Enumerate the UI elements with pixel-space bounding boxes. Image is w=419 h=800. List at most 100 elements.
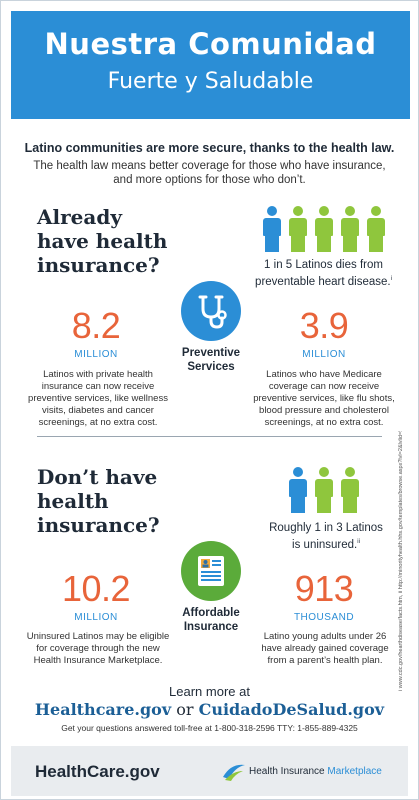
insured-stat-caption-line-1: 1 in 5 Latinos dies from — [264, 259, 383, 271]
person-icon-body — [341, 479, 359, 497]
person-icon — [367, 206, 385, 252]
insured-heading-line-2: have health — [37, 229, 168, 253]
phone-numbers: Get your questions answered toll-free at… — [61, 723, 358, 733]
footer-logos: HealthCare.gov Health Insurance Marketpl… — [11, 746, 408, 796]
person-icon-leg1 — [291, 235, 298, 252]
intro-text: The health law means better coverage for… — [25, 159, 394, 187]
person-icon — [341, 206, 359, 252]
person-icon-head — [345, 467, 355, 477]
uninsured-left-unit: MILLION — [74, 612, 118, 623]
marketplace-logo-text-b: Marketplace — [327, 766, 382, 777]
insured-right-desc-line-2: coverage can now receive — [268, 381, 380, 392]
person-icon-body — [315, 479, 333, 497]
person-icon-leg1 — [317, 496, 324, 513]
person-icon-leg2 — [376, 235, 383, 252]
insured-left-description: Latinos with private health insurance ca… — [23, 369, 173, 429]
person-icon — [315, 206, 333, 252]
page-subtitle: Fuerte y Saludable — [107, 69, 314, 94]
insured-right-description: Latinos who have Medicare coverage can n… — [247, 369, 401, 429]
person-icon-body — [367, 218, 385, 236]
preventive-services-label-line-2: Services — [187, 361, 235, 373]
logo-care-text: Care — [86, 762, 125, 781]
affordable-insurance-badge — [181, 541, 241, 601]
section-divider — [37, 436, 382, 437]
intro-line-2: and more options for those who don’t. — [113, 174, 306, 186]
title-banner: Nuestra Comunidad Fuerte y Saludable — [11, 11, 410, 119]
uninsured-left-number: 10.2 — [61, 568, 131, 609]
person-icon — [263, 206, 281, 252]
person-icon-leg1 — [343, 496, 350, 513]
preventive-services-badge — [181, 281, 241, 341]
intro-line-1: The health law means better coverage for… — [33, 160, 386, 172]
person-icon-head — [293, 467, 303, 477]
person-icon-head — [319, 206, 329, 216]
insured-left-desc-line-4: visits, diabetes and cancer — [42, 405, 154, 416]
uninsured-heading-line-2: health — [37, 489, 109, 513]
person-icon-leg1 — [265, 235, 272, 252]
logo-gov-text: .gov — [124, 762, 160, 781]
person-icon-body — [263, 218, 281, 236]
affordable-insurance-label-line-1: Affordable — [182, 607, 240, 619]
insured-footnote-ref: i — [390, 276, 392, 282]
insured-stat-caption-line-2: preventable heart disease.i — [241, 272, 406, 289]
person-icon — [315, 467, 333, 513]
logo-health-text: Health — [35, 762, 87, 781]
preventive-services-label: Preventive Services — [161, 346, 261, 374]
uninsured-right-desc-line-3: from a parent’s health plan. — [267, 655, 383, 666]
insured-left-desc-line-2: insurance can now receive — [41, 381, 155, 392]
insured-right-desc-line-5: screenings, at no extra cost. — [264, 417, 384, 428]
uninsured-right-desc-line-1: Latino young adults under 26 — [263, 631, 387, 642]
uninsured-heading-line-3: insurance? — [37, 513, 160, 537]
insured-left-desc-line-5: screenings, at no extra cost. — [38, 417, 158, 428]
person-icon — [341, 467, 359, 513]
person-icon-leg2 — [324, 496, 331, 513]
health-insurance-marketplace-logo: Health Insurance Marketplace — [221, 761, 406, 783]
source-citations: i www.cdc.gov/hearthdisease/facts.htm, i… — [398, 431, 404, 691]
person-icon-leg2 — [272, 235, 279, 252]
person-icon-leg2 — [298, 496, 305, 513]
uninsured-stat-caption: Roughly 1 in 3 Latinos is uninsured.ii — [251, 521, 401, 552]
uninsured-left-desc-line-3: Health Insurance Marketplace. — [33, 655, 163, 666]
person-icon — [289, 206, 307, 252]
uninsured-left-description: Uninsured Latinos may be eligible for co… — [21, 631, 175, 667]
uninsured-footnote-ref: ii — [357, 539, 360, 545]
stethoscope-icon — [198, 295, 227, 329]
insured-stat-caption: 1 in 5 Latinos dies from preventable hea… — [241, 258, 406, 289]
healthcare-gov-logo: HealthCare.gov — [35, 762, 160, 782]
insured-right-desc-line-4: blood pressure and cholesterol — [259, 405, 389, 416]
person-icon-body — [315, 218, 333, 236]
insured-right-unit: MILLION — [302, 349, 346, 360]
uninsured-stat-caption-line-1: Roughly 1 in 3 Latinos — [269, 522, 383, 534]
page-title: Nuestra Comunidad — [44, 27, 377, 61]
uninsured-left-desc-line-1: Uninsured Latinos may be eligible — [26, 631, 170, 642]
marketplace-logo-text-a: Health Insurance — [249, 766, 328, 777]
uninsured-heading: Don’t have health insurance? — [37, 465, 207, 537]
uninsured-right-unit: THOUSAND — [293, 612, 355, 623]
cuidadodesalud-gov-link[interactable]: CuidadoDeSalud.gov — [198, 700, 385, 719]
person-icon-leg1 — [291, 496, 298, 513]
person-icon-leg1 — [343, 235, 350, 252]
person-icon-body — [289, 479, 307, 497]
learn-more-links: Healthcare.gov or CuidadoDeSalud.gov — [1, 700, 418, 719]
person-icon-leg2 — [298, 235, 305, 252]
marketplace-logo-text: Health Insurance Marketplace — [249, 766, 382, 777]
insured-left-desc-line-3: preventive services, like wellness — [28, 393, 168, 404]
healthcare-gov-link[interactable]: Healthcare.gov — [34, 700, 172, 719]
person-icon-head — [267, 206, 277, 216]
marketplace-swoosh-icon — [223, 764, 245, 781]
person-icon-head — [293, 206, 303, 216]
person-icon-head — [345, 206, 355, 216]
affordable-insurance-label: Affordable Insurance — [161, 606, 261, 634]
insured-left-number: 8.2 — [71, 305, 121, 346]
uninsured-right-desc-line-2: have already gained coverage — [261, 643, 389, 654]
uninsured-right-number: 913 — [294, 568, 354, 609]
person-icon-head — [371, 206, 381, 216]
person-icon-leg1 — [369, 235, 376, 252]
person-icon-leg2 — [350, 235, 357, 252]
person-icon — [289, 467, 307, 513]
insured-heading: Already have health insurance? — [37, 205, 207, 277]
intro-headline: Latino communities are more secure, than… — [24, 141, 395, 155]
people-icons-1-in-5 — [263, 206, 385, 254]
uninsured-left-desc-line-2: for coverage through the new — [36, 643, 160, 654]
insured-left-unit: MILLION — [74, 349, 118, 360]
